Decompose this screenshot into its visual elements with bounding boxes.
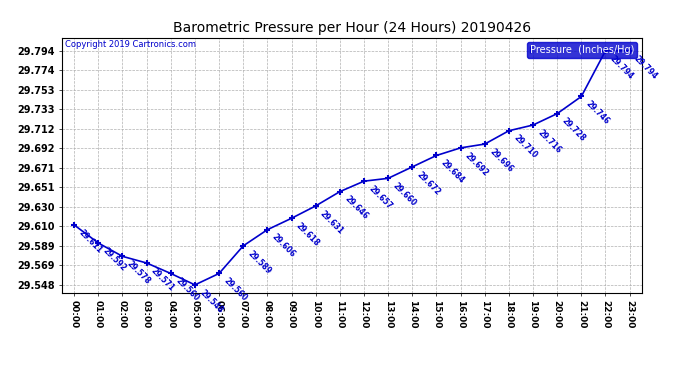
Legend: Pressure  (Inches/Hg): Pressure (Inches/Hg) bbox=[526, 42, 637, 58]
Text: 29.794: 29.794 bbox=[633, 54, 660, 81]
Pressure  (Inches/Hg) bbox=[529, 123, 537, 127]
Text: 29.618: 29.618 bbox=[295, 221, 322, 248]
Text: 29.578: 29.578 bbox=[126, 259, 152, 286]
Text: 29.728: 29.728 bbox=[560, 116, 587, 144]
Pressure  (Inches/Hg) bbox=[190, 283, 199, 287]
Text: 29.684: 29.684 bbox=[440, 158, 466, 185]
Pressure  (Inches/Hg) bbox=[70, 223, 79, 227]
Pressure  (Inches/Hg) bbox=[408, 165, 416, 169]
Pressure  (Inches/Hg) bbox=[119, 254, 127, 259]
Pressure  (Inches/Hg) bbox=[239, 244, 247, 248]
Line: Pressure  (Inches/Hg): Pressure (Inches/Hg) bbox=[70, 47, 633, 288]
Text: 29.571: 29.571 bbox=[150, 266, 177, 293]
Pressure  (Inches/Hg) bbox=[432, 153, 441, 158]
Text: 29.592: 29.592 bbox=[101, 246, 128, 273]
Text: Copyright 2019 Cartronics.com: Copyright 2019 Cartronics.com bbox=[65, 40, 196, 49]
Text: 29.692: 29.692 bbox=[464, 151, 491, 178]
Text: 29.672: 29.672 bbox=[415, 170, 442, 197]
Text: 29.606: 29.606 bbox=[270, 232, 297, 260]
Pressure  (Inches/Hg) bbox=[94, 241, 102, 245]
Text: 29.548: 29.548 bbox=[198, 288, 225, 315]
Text: 29.794: 29.794 bbox=[609, 54, 635, 81]
Pressure  (Inches/Hg) bbox=[142, 261, 150, 265]
Text: 29.560: 29.560 bbox=[222, 276, 248, 303]
Pressure  (Inches/Hg) bbox=[287, 216, 295, 220]
Text: 29.716: 29.716 bbox=[536, 128, 563, 155]
Text: 29.657: 29.657 bbox=[367, 184, 394, 211]
Text: 29.746: 29.746 bbox=[584, 99, 611, 126]
Text: 29.660: 29.660 bbox=[391, 181, 418, 208]
Text: 29.710: 29.710 bbox=[512, 134, 539, 160]
Text: 29.631: 29.631 bbox=[319, 209, 346, 236]
Text: 29.611: 29.611 bbox=[77, 228, 104, 255]
Pressure  (Inches/Hg) bbox=[601, 49, 609, 53]
Pressure  (Inches/Hg) bbox=[480, 142, 489, 146]
Pressure  (Inches/Hg) bbox=[577, 94, 585, 99]
Pressure  (Inches/Hg) bbox=[505, 129, 513, 133]
Text: 29.560: 29.560 bbox=[174, 276, 200, 303]
Pressure  (Inches/Hg) bbox=[625, 49, 633, 53]
Text: 29.646: 29.646 bbox=[343, 194, 370, 221]
Pressure  (Inches/Hg) bbox=[360, 179, 368, 183]
Pressure  (Inches/Hg) bbox=[166, 271, 175, 276]
Pressure  (Inches/Hg) bbox=[553, 111, 562, 116]
Pressure  (Inches/Hg) bbox=[312, 204, 320, 208]
Pressure  (Inches/Hg) bbox=[335, 189, 344, 194]
Pressure  (Inches/Hg) bbox=[384, 176, 392, 181]
Pressure  (Inches/Hg) bbox=[264, 228, 272, 232]
Pressure  (Inches/Hg) bbox=[457, 146, 465, 150]
Title: Barometric Pressure per Hour (24 Hours) 20190426: Barometric Pressure per Hour (24 Hours) … bbox=[172, 21, 531, 35]
Text: 29.589: 29.589 bbox=[246, 249, 273, 276]
Pressure  (Inches/Hg) bbox=[215, 271, 224, 276]
Text: 29.696: 29.696 bbox=[488, 147, 515, 174]
